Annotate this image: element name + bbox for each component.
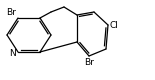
Text: Br: Br	[6, 8, 16, 17]
Text: Cl: Cl	[110, 20, 119, 30]
Text: N: N	[9, 48, 16, 58]
Text: Br: Br	[84, 58, 94, 67]
